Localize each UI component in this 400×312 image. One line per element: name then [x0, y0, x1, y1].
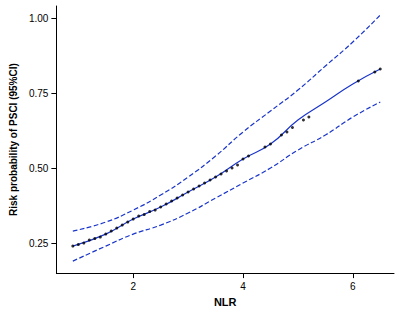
svg-text:NLR: NLR	[214, 296, 237, 308]
svg-text:Risk probability of PSCI (95%C: Risk probability of PSCI (95%CI)	[8, 63, 19, 216]
svg-text:2: 2	[130, 281, 136, 292]
svg-text:0.50: 0.50	[29, 163, 49, 174]
svg-text:0.75: 0.75	[29, 88, 49, 99]
svg-text:6: 6	[350, 281, 356, 292]
svg-text:4: 4	[240, 281, 246, 292]
svg-text:1.00: 1.00	[29, 13, 49, 24]
svg-text:0.25: 0.25	[29, 238, 49, 249]
